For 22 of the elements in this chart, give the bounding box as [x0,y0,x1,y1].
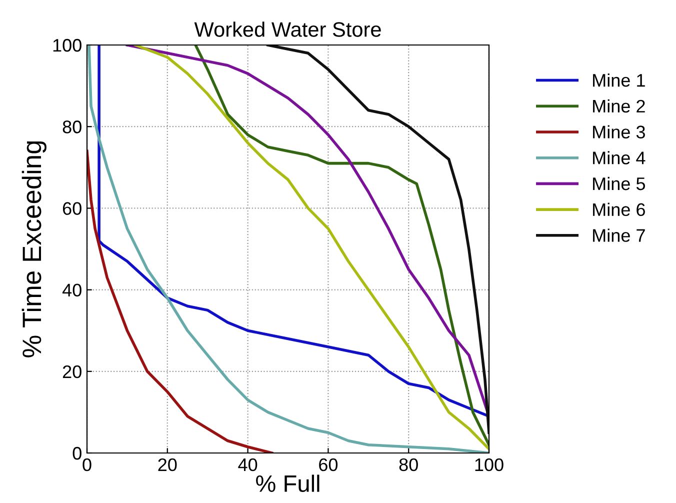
x-tick-label: 80 [399,458,418,472]
chart-title: Worked Water Store [194,22,381,37]
y-tick-label: 20 [62,365,82,378]
legend-label: Mine 1 [593,73,645,87]
legend-label: Mine 5 [593,176,646,190]
y-tick-label: 60 [62,202,82,215]
y-tick-label: 100 [53,38,82,52]
legend-label: Mine 6 [593,202,645,216]
x-tick-label: 60 [319,458,338,472]
y-tick-label: 0 [72,446,82,460]
legend-label: Mine 4 [593,151,646,164]
x-tick-label: 20 [158,458,177,472]
legend-label: Mine 3 [593,125,645,138]
legend-label: Mine 7 [593,228,645,242]
x-tick-label: 40 [238,458,258,472]
y-tick-label: 80 [62,120,82,134]
x-tick-label: 100 [475,458,504,472]
x-tick-label: 0 [82,458,92,472]
y-tick-label: 40 [62,284,82,297]
x-axis-title: % Full [256,474,320,492]
y-axis-title: % Time Exceeding [22,141,46,358]
legend-label: Mine 2 [593,99,645,113]
